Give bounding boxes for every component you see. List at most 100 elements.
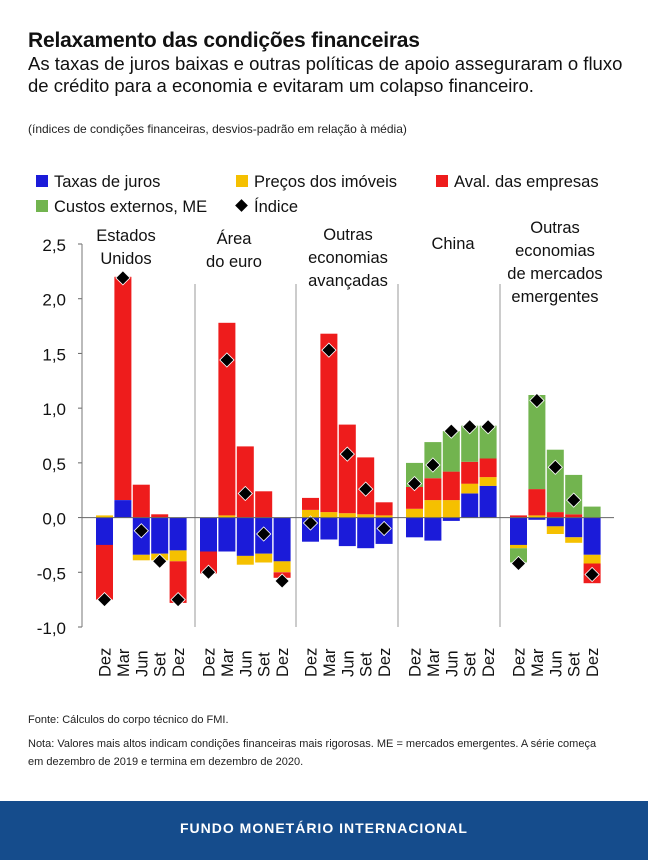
group-title: Outras xyxy=(323,226,373,244)
x-tick-label: Dez xyxy=(480,648,498,677)
x-tick-label: Dez xyxy=(274,648,292,677)
x-tick-label: Dez xyxy=(407,648,425,677)
x-tick-label: Set xyxy=(256,652,274,677)
x-tick-label: Jun xyxy=(133,650,151,677)
x-tick-label: Jun xyxy=(339,650,357,677)
source-note: Fonte: Cálculos do corpo técnico do FMI. xyxy=(28,714,229,726)
bar-segment-precos xyxy=(406,508,423,518)
index-marker xyxy=(321,342,337,358)
bar-segment-aval xyxy=(236,446,254,518)
index-marker xyxy=(170,591,186,608)
bar-segment-taxas xyxy=(583,517,601,555)
x-tick-label: Jun xyxy=(443,650,461,677)
index-marker xyxy=(133,523,149,539)
bar-segment-custos xyxy=(510,548,527,563)
bar-segment-custos xyxy=(583,506,601,518)
bar-segment-precos xyxy=(302,509,319,518)
legend-swatch-indice xyxy=(235,199,248,212)
index-marker xyxy=(406,475,423,492)
bar-segment-precos xyxy=(338,513,356,518)
x-tick-label: Mar xyxy=(321,648,339,677)
bar-segment-aval xyxy=(200,551,217,574)
bar-segment-aval xyxy=(218,322,236,516)
x-tick-label: Dez xyxy=(511,648,529,677)
x-tick-label: Jun xyxy=(237,650,255,677)
index-marker xyxy=(547,459,563,475)
group-title: Estados xyxy=(96,227,156,245)
bar-segment-taxas xyxy=(236,517,254,556)
bar-segment-precos xyxy=(424,500,442,518)
y-tick-label: 1,0 xyxy=(42,400,66,419)
footnote: Nota: Valores mais altos indicam condiçõ… xyxy=(28,738,597,768)
bar-segment-aval xyxy=(132,484,150,518)
index-marker xyxy=(376,520,392,537)
index-marker xyxy=(425,457,441,473)
chart-title: Relaxamento das condições financeiras xyxy=(28,29,420,52)
y-tick-label: 1,5 xyxy=(42,345,66,364)
legend-swatch-aval xyxy=(436,175,448,187)
bar-segment-aval xyxy=(479,458,497,478)
x-tick-label: Set xyxy=(462,652,480,677)
bar-segment-precos xyxy=(273,561,291,573)
x-tick-label: Dez xyxy=(170,648,188,677)
bar-segment-taxas xyxy=(565,517,583,538)
group-title: de mercados xyxy=(507,265,602,283)
y-tick-label: -1,0 xyxy=(37,619,66,638)
chart-units: (índices de condições financeiras, desvi… xyxy=(28,122,407,136)
bar-segment-aval xyxy=(546,512,564,518)
bar-segment-precos xyxy=(320,512,338,518)
bar-segment-taxas xyxy=(338,517,356,547)
bar-segment-precos xyxy=(583,554,601,564)
bar-segment-aval xyxy=(461,461,479,484)
bar-segment-custos xyxy=(546,449,564,513)
index-marker xyxy=(96,591,113,608)
bar-segment-taxas xyxy=(151,517,169,554)
bar-segment-precos xyxy=(546,526,564,534)
index-marker xyxy=(443,423,459,439)
bar-segment-custos xyxy=(528,395,546,490)
x-tick-label: Mar xyxy=(529,648,547,677)
bar-segment-precos xyxy=(565,537,583,543)
legend-label-precos: Preços dos imóveis xyxy=(254,173,397,191)
legend-label-indice: Índice xyxy=(254,197,298,216)
index-marker xyxy=(200,564,217,580)
index-marker xyxy=(358,481,374,497)
index-marker xyxy=(152,553,168,569)
group-title: emergentes xyxy=(511,288,598,306)
bar-segment-aval xyxy=(442,471,460,501)
x-tick-label: Mar xyxy=(219,648,237,677)
bar-segment-taxas xyxy=(406,517,423,538)
group-title: Outras xyxy=(530,219,580,237)
group-title: Unidos xyxy=(100,250,151,268)
bar-segment-precos xyxy=(236,555,254,565)
index-marker xyxy=(302,515,319,531)
index-marker xyxy=(566,492,582,508)
bar-segment-aval xyxy=(338,424,356,514)
legend-swatch-precos xyxy=(236,175,248,187)
index-marker xyxy=(584,566,600,583)
index-marker xyxy=(510,555,527,572)
bar-segment-taxas xyxy=(546,517,564,527)
footer-label: FUNDO MONETÁRIO INTERNACIONAL xyxy=(180,820,468,836)
legend-label-aval: Aval. das empresas xyxy=(454,173,599,191)
bar-segment-aval xyxy=(528,489,546,516)
bar-segment-taxas xyxy=(200,517,217,552)
legend-swatch-taxas xyxy=(36,175,48,187)
bar-segment-taxas xyxy=(442,517,460,521)
bar-segment-precos xyxy=(169,550,187,562)
index-marker xyxy=(115,270,131,286)
x-tick-label: Dez xyxy=(303,648,321,677)
bar-segment-custos xyxy=(479,425,497,459)
bar-segment-taxas xyxy=(96,517,113,545)
group-title: do euro xyxy=(206,253,262,271)
bar-segment-aval xyxy=(96,544,113,600)
bar-segment-precos xyxy=(528,515,546,518)
x-tick-label: Mar xyxy=(425,648,443,677)
bar-segment-taxas xyxy=(320,517,338,540)
bar-segment-precos xyxy=(255,553,273,563)
bar-segment-taxas xyxy=(114,500,132,518)
bar-segment-aval xyxy=(375,502,393,516)
bar-segment-taxas xyxy=(479,485,497,518)
bar-segment-precos xyxy=(479,477,497,486)
bar-segment-precos xyxy=(96,515,113,518)
